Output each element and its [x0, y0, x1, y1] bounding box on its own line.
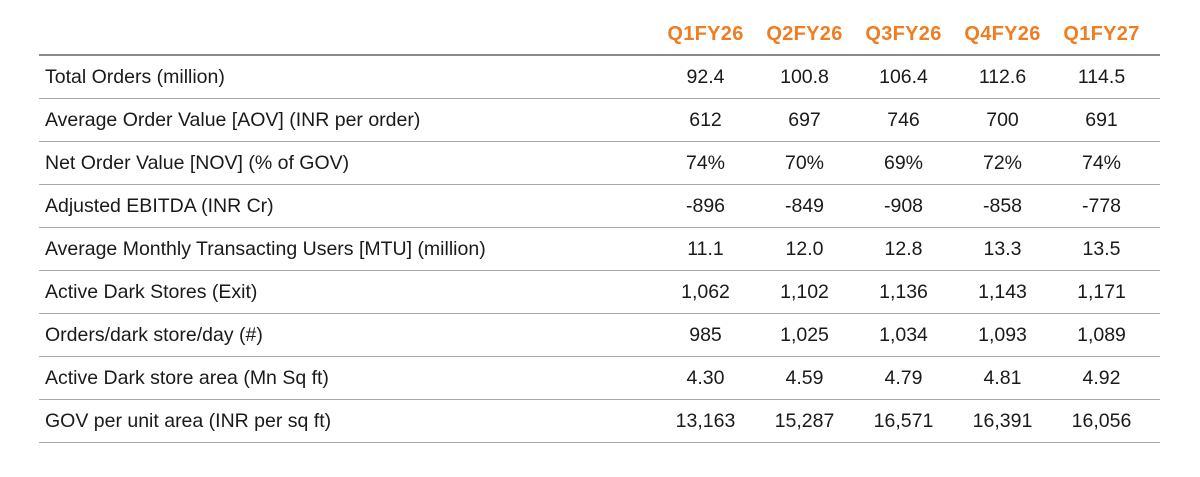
row-value: 15,287 — [774, 409, 835, 432]
row-value: -908 — [883, 194, 924, 217]
row-value: 100.8 — [780, 65, 829, 88]
row-label: GOV per unit area (INR per sq ft) — [45, 409, 332, 432]
row-label: Orders/dark store/day (#) — [45, 323, 263, 346]
row-value: 13.3 — [983, 237, 1022, 260]
row-value: -858 — [982, 194, 1023, 217]
column-header-q1fy26: Q1FY26 — [667, 22, 744, 45]
row-value: 700 — [986, 108, 1019, 131]
row-value: 746 — [887, 108, 920, 131]
row-value: 697 — [788, 108, 821, 131]
row-value: 1,093 — [978, 323, 1027, 346]
row-value: 16,571 — [873, 409, 934, 432]
row-value: 1,034 — [879, 323, 928, 346]
table-row-aov: Average Order Value [AOV] (INR per order… — [39, 99, 1160, 142]
row-label: Active Dark Stores (Exit) — [45, 280, 258, 303]
column-header-q2fy26: Q2FY26 — [766, 22, 843, 45]
row-label: Total Orders (million) — [45, 65, 225, 88]
row-value: 612 — [689, 108, 722, 131]
row-value: 70% — [784, 151, 825, 174]
table-row-mtu: Average Monthly Transacting Users [MTU] … — [39, 228, 1160, 271]
row-value: 1,062 — [681, 280, 730, 303]
column-header-q3fy26: Q3FY26 — [865, 22, 942, 45]
row-value: 691 — [1085, 108, 1118, 131]
row-value: 112.6 — [978, 65, 1027, 88]
table-row-adjusted-ebitda: Adjusted EBITDA (INR Cr) -896 -849 -908 … — [39, 185, 1160, 228]
table-row-active-dark-stores: Active Dark Stores (Exit) 1,062 1,102 1,… — [39, 271, 1160, 314]
row-label: Average Monthly Transacting Users [MTU] … — [45, 237, 486, 260]
table-row-orders-per-store: Orders/dark store/day (#) 985 1,025 1,03… — [39, 314, 1160, 357]
table-row-total-orders: Total Orders (million) 92.4 100.8 106.4 … — [39, 56, 1160, 99]
row-label: Average Order Value [AOV] (INR per order… — [45, 108, 421, 131]
row-value: 4.92 — [1082, 366, 1121, 389]
row-value: 72% — [982, 151, 1023, 174]
row-value: 1,102 — [780, 280, 829, 303]
table-row-gov-per-unit-area: GOV per unit area (INR per sq ft) 13,163… — [39, 400, 1160, 443]
row-value: 1,089 — [1077, 323, 1126, 346]
row-value: 92.4 — [686, 65, 725, 88]
table-row-dark-store-area: Active Dark store area (Mn Sq ft) 4.30 4… — [39, 357, 1160, 400]
row-value: 114.5 — [1077, 65, 1126, 88]
column-header-q1fy27: Q1FY27 — [1063, 22, 1140, 45]
row-label: Active Dark store area (Mn Sq ft) — [45, 366, 329, 389]
table-row-nov: Net Order Value [NOV] (% of GOV) 74% 70%… — [39, 142, 1160, 185]
row-value: 1,171 — [1077, 280, 1126, 303]
row-value: 1,025 — [780, 323, 829, 346]
row-value: 12.0 — [785, 237, 824, 260]
row-value: 16,056 — [1071, 409, 1132, 432]
row-value: 1,136 — [879, 280, 928, 303]
row-value: 4.81 — [983, 366, 1022, 389]
metrics-table: Q1FY26 Q2FY26 Q3FY26 Q4FY26 Q1FY27 Total… — [39, 14, 1160, 443]
row-value: 4.79 — [884, 366, 923, 389]
row-value: 4.59 — [785, 366, 824, 389]
row-value: 13,163 — [675, 409, 736, 432]
row-label: Adjusted EBITDA (INR Cr) — [45, 194, 274, 217]
row-label: Net Order Value [NOV] (% of GOV) — [45, 151, 350, 174]
row-value: 74% — [685, 151, 726, 174]
row-value: 985 — [689, 323, 722, 346]
row-value: 1,143 — [978, 280, 1027, 303]
row-value: 13.5 — [1082, 237, 1121, 260]
column-header-q4fy26: Q4FY26 — [964, 22, 1041, 45]
row-value: 11.1 — [687, 237, 724, 260]
row-value: -896 — [685, 194, 726, 217]
table-header-row: Q1FY26 Q2FY26 Q3FY26 Q4FY26 Q1FY27 — [39, 14, 1160, 56]
row-value: 69% — [883, 151, 924, 174]
row-value: 4.30 — [686, 366, 725, 389]
row-value: -778 — [1081, 194, 1122, 217]
row-value: -849 — [784, 194, 825, 217]
row-value: 12.8 — [884, 237, 923, 260]
row-value: 106.4 — [879, 65, 928, 88]
row-value: 16,391 — [972, 409, 1033, 432]
row-value: 74% — [1081, 151, 1122, 174]
